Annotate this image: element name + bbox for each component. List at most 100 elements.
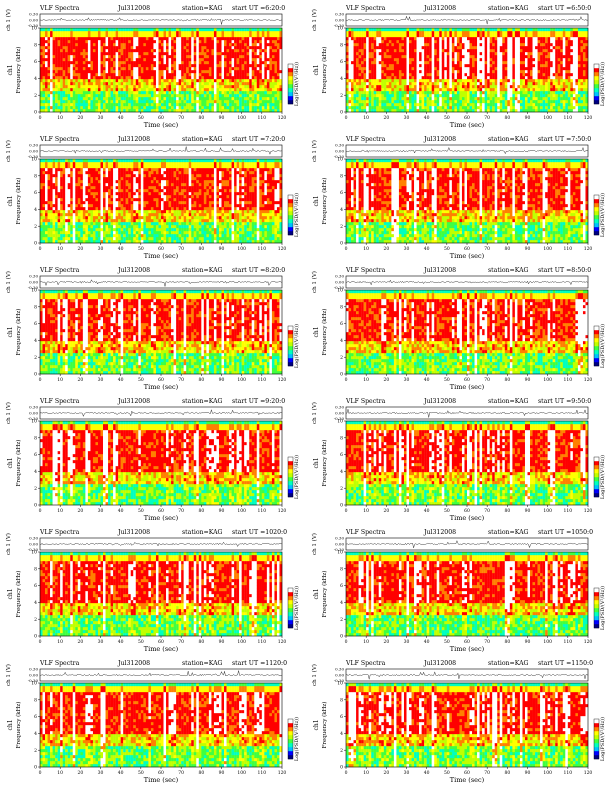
spectrogram-cell <box>75 34 78 38</box>
spectrogram-cell <box>50 67 53 71</box>
spectrogram-cell <box>388 94 392 98</box>
spectrogram-svg: VLF Spectra Jul312008 station=KAG start UT … <box>311 5 606 129</box>
spectrogram-cell <box>239 91 242 95</box>
spectrogram-cell <box>484 49 488 53</box>
spectrogram-cell <box>366 106 369 110</box>
spectrogram-cell <box>249 103 252 107</box>
x-tick-label: 50 <box>138 115 144 121</box>
spectrogram-cell <box>145 67 149 71</box>
spectrogram-cell <box>276 82 280 86</box>
spectrogram-cell <box>396 70 400 74</box>
spectrogram-cell <box>183 100 187 104</box>
spectrogram-cell <box>216 31 220 35</box>
colorbar-swatch <box>288 80 293 85</box>
spectrogram-cell <box>161 91 164 95</box>
spectrogram-cell <box>47 109 51 113</box>
spectrogram-cell <box>95 28 99 32</box>
spectrogram-cell <box>489 94 493 98</box>
spectrogram-cell <box>60 67 63 71</box>
colorbar-swatch <box>288 84 293 89</box>
spectrogram-cell <box>236 97 240 101</box>
spectrogram-cell <box>62 70 66 74</box>
spectrogram-cell <box>150 91 154 95</box>
spectrogram-cell <box>386 40 389 44</box>
spectrogram-cell <box>60 73 63 77</box>
spectrogram-cell <box>527 55 531 59</box>
spectrogram-cell <box>229 76 232 80</box>
spectrogram-cell <box>143 70 147 74</box>
spectrogram-cell <box>183 109 187 113</box>
spectrogram-cell <box>535 40 538 44</box>
spectrogram-cell <box>507 70 510 74</box>
spectrogram-cell <box>60 37 63 41</box>
date-label: Jul312008 <box>423 5 456 12</box>
spectrogram-cell <box>509 55 513 59</box>
spectrogram-cell <box>512 49 516 53</box>
spectrogram-cell <box>469 82 473 86</box>
spectrogram-cell <box>206 52 210 56</box>
spectrogram-cell <box>85 43 89 47</box>
spectrogram-cell <box>504 31 508 35</box>
spectrogram-cell <box>472 34 475 38</box>
spectrogram-cell <box>429 73 432 77</box>
spectrogram-cell <box>373 58 377 62</box>
spectrogram-cell <box>461 73 465 77</box>
spectrogram-cell <box>383 58 387 62</box>
spectrogram-cell <box>206 49 210 53</box>
spectrogram-cell <box>198 46 202 50</box>
spectrogram-cell <box>348 103 352 107</box>
spectrogram-cell <box>203 82 207 86</box>
spectrogram-cell <box>545 76 548 80</box>
spectrogram-cell <box>524 109 528 113</box>
spectrogram-cell <box>218 97 222 101</box>
spectrogram-cell <box>393 94 397 98</box>
spectrogram-cell <box>348 70 352 74</box>
spectrogram-cell <box>456 94 460 98</box>
spectrogram-cell <box>133 55 136 59</box>
spectrogram-cell <box>60 76 63 80</box>
spectrogram-cell <box>244 64 247 68</box>
spectrogram-cell <box>371 76 374 80</box>
spectrogram-cell <box>176 40 179 44</box>
spectrogram-cell <box>381 106 384 110</box>
spectrogram-cell <box>388 103 392 107</box>
spectrogram-cell <box>176 52 179 56</box>
spectrogram-cell <box>216 100 220 104</box>
spectrogram-cell <box>351 79 354 83</box>
spectrogram-cell <box>371 106 374 110</box>
spectrogram-cell <box>492 43 495 47</box>
spectrogram-cell <box>191 70 194 74</box>
spectrogram-cell <box>244 49 247 53</box>
spectrogram-cell <box>249 58 252 62</box>
spectrogram-cell <box>464 85 468 89</box>
spectrogram-cell <box>388 58 392 62</box>
spectrogram-cell <box>183 88 187 92</box>
spectrogram-cell <box>115 61 119 65</box>
spectrogram-cell <box>60 43 63 47</box>
spectrogram-cell <box>234 64 237 68</box>
spectrogram-cell <box>540 28 543 32</box>
spectrogram-cell <box>353 94 357 98</box>
spectrogram-cell <box>143 55 147 59</box>
spectrogram-cell <box>161 34 164 38</box>
spectrogram-cell <box>474 28 478 32</box>
spectrogram-cell <box>373 79 377 83</box>
spectrogram-cell <box>424 94 427 98</box>
spectrogram-cell <box>346 85 349 89</box>
spectrogram-cell <box>65 103 68 107</box>
spectrogram-cell <box>128 40 131 44</box>
spectrogram-cell <box>542 58 546 62</box>
spectrogram-cell <box>454 28 458 32</box>
spectrogram-cell <box>381 40 384 44</box>
spectrogram-cell <box>411 37 415 41</box>
spectrogram-cell <box>52 82 56 86</box>
spectrogram-cell <box>183 91 187 95</box>
spectrogram-cell <box>512 85 516 89</box>
spectrogram-cell <box>403 106 407 110</box>
spectrogram-cell <box>469 79 473 83</box>
spectrogram-cell <box>213 94 217 98</box>
spectrogram-cell <box>97 103 101 107</box>
spectrogram-cell <box>244 100 247 104</box>
spectrogram-cell <box>254 82 257 86</box>
spectrogram-cell <box>211 97 215 101</box>
